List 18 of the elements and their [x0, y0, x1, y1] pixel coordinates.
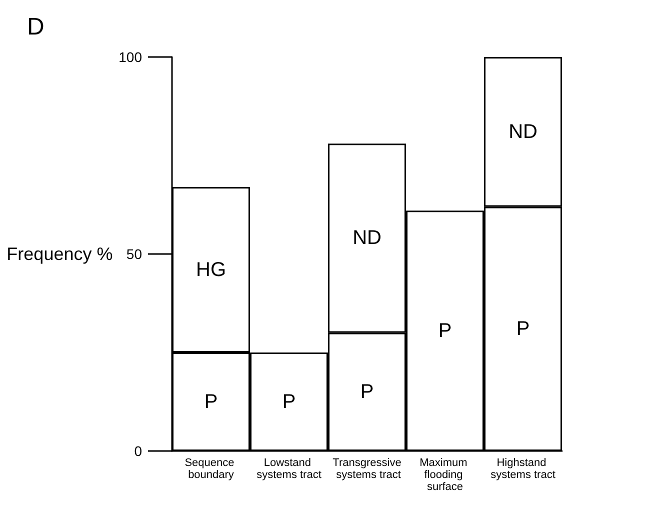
- x-tick-label: Maximum flooding surface: [420, 457, 470, 493]
- y-axis-title: Frequency %: [6, 244, 113, 264]
- series-label: P: [282, 390, 296, 413]
- x-tick-label: Transgressive systems tract: [332, 457, 402, 481]
- text: P: [204, 390, 218, 413]
- x-tick-label: Lowstand systems tract: [256, 457, 322, 481]
- series-label: ND: [508, 120, 538, 143]
- text: ND: [352, 227, 382, 250]
- y-tick-label: 50: [126, 246, 142, 262]
- y-tick-label: 0: [134, 443, 142, 459]
- x-tick-label: Highstand systems tract: [490, 457, 556, 481]
- text: P: [360, 380, 374, 403]
- x-tick-label: Sequence boundary: [184, 457, 238, 481]
- series-label: HG: [196, 258, 226, 281]
- text: P: [516, 318, 530, 340]
- text: P: [438, 320, 452, 342]
- y-tick-label: 100: [118, 49, 142, 65]
- chart-title: D: [27, 14, 44, 40]
